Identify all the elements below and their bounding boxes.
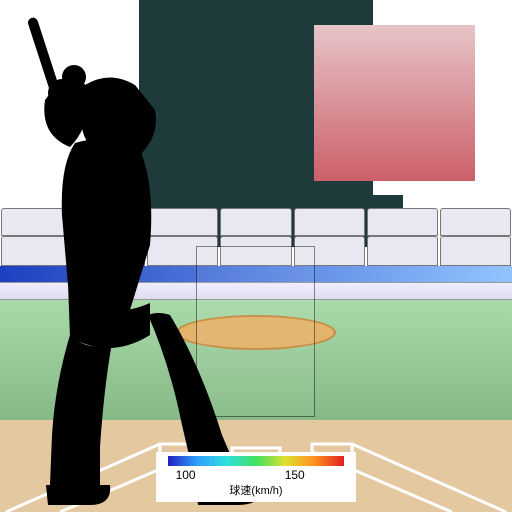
stand-box: [367, 208, 438, 236]
speed-legend: 100 150 球速(km/h): [156, 452, 356, 502]
pitch-scene: 100 150 球速(km/h): [0, 0, 512, 512]
stand-box: [367, 236, 438, 266]
speed-tick: 150: [285, 468, 305, 482]
stand-box: [440, 236, 511, 266]
speed-spectrum-bar: [168, 456, 344, 466]
speed-ticks: 100 150: [168, 468, 344, 482]
speed-tick: 100: [176, 468, 196, 482]
stand-box: [440, 208, 511, 236]
speed-axis-label: 球速(km/h): [156, 482, 356, 498]
batter-silhouette: [0, 15, 280, 505]
stand-box: [294, 208, 365, 236]
pitch-heatmap-panel: [314, 25, 475, 181]
